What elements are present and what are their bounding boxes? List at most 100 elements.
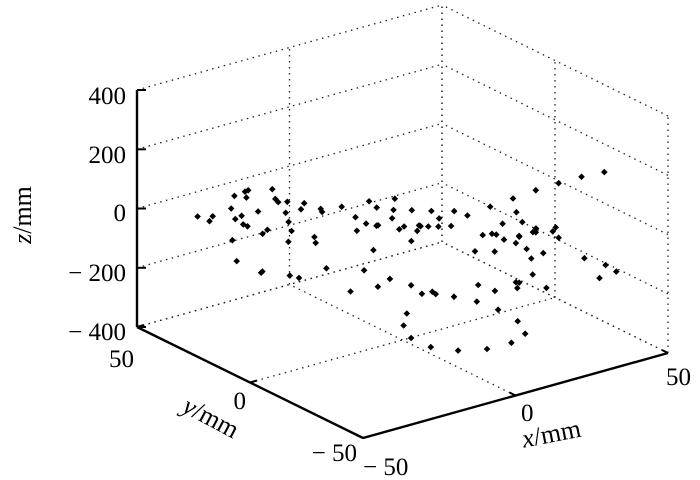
data-point [428, 207, 435, 215]
z-tick-label: − 200 [68, 260, 126, 287]
data-point [532, 229, 540, 236]
data-point [370, 246, 377, 254]
data-point [454, 347, 462, 354]
data-point [386, 275, 394, 283]
data-point [284, 198, 291, 206]
data-point [523, 245, 530, 253]
y-tick-mark [249, 379, 258, 384]
data-point [352, 213, 359, 221]
data-point [500, 236, 508, 243]
grid-line [136, 122, 443, 210]
data-point [602, 261, 609, 269]
data-point [427, 343, 435, 351]
data-point [532, 186, 540, 194]
grid-lines [136, 4, 669, 439]
z-axis-label: z/mm [8, 186, 37, 245]
data-point [519, 218, 526, 226]
data-point [233, 257, 240, 265]
data-point [464, 212, 471, 219]
y-tick-labels: 50 0 − 50 [109, 346, 357, 467]
data-point [435, 223, 442, 230]
data-point [391, 195, 399, 202]
data-point [400, 223, 408, 230]
data-point [447, 222, 455, 230]
grid-line [136, 63, 443, 150]
data-point [432, 290, 439, 298]
data-point [413, 227, 421, 235]
data-point [323, 265, 330, 272]
data-point [231, 192, 238, 200]
data-point [232, 215, 239, 223]
data-point [471, 248, 479, 255]
data-point [374, 283, 382, 290]
data-point [254, 208, 262, 215]
data-point [450, 207, 458, 215]
data-point [418, 290, 426, 298]
data-point [521, 330, 529, 337]
data-point [400, 322, 407, 329]
data-point [300, 199, 308, 207]
data-point [264, 226, 271, 234]
data-point [360, 267, 368, 274]
data-point [450, 293, 458, 301]
data-point [493, 231, 500, 238]
data-point [513, 208, 520, 216]
data-point [206, 217, 213, 225]
x-tick-label: 50 [666, 364, 691, 391]
data-point [353, 227, 361, 235]
data-point [435, 215, 443, 222]
data-point [486, 203, 494, 210]
data-point [297, 206, 305, 213]
data-point [473, 298, 481, 305]
data-point [508, 339, 515, 347]
data-point [408, 237, 415, 245]
data-point [555, 179, 562, 187]
data-point [532, 225, 540, 232]
data-point [362, 220, 370, 227]
data-point [312, 239, 319, 247]
data-points [194, 168, 620, 354]
data-point [373, 222, 380, 229]
data-point [403, 310, 411, 317]
y-tick-label: 50 [109, 346, 134, 373]
x-tick-label: − 50 [363, 454, 408, 480]
data-point [407, 282, 415, 289]
data-point [555, 234, 562, 241]
grid-line [136, 4, 443, 91]
tick-marks [136, 89, 669, 439]
data-point [373, 204, 380, 211]
data-point [295, 274, 303, 282]
data-point [540, 249, 547, 257]
grid-line [249, 296, 556, 384]
data-point [288, 227, 295, 235]
data-point [514, 284, 521, 292]
data-point [596, 274, 603, 282]
data-point [499, 220, 506, 227]
data-point [578, 173, 585, 181]
grid-line [136, 182, 443, 269]
data-point [259, 230, 266, 238]
data-point [227, 205, 235, 212]
data-point [474, 281, 482, 289]
data-point [239, 221, 247, 228]
data-point [282, 209, 289, 217]
data-point [194, 213, 201, 220]
data-point [347, 288, 354, 295]
y-tick-mark [362, 435, 371, 439]
data-point [317, 205, 324, 213]
data-point [257, 269, 265, 276]
data-point [479, 231, 486, 239]
data-point [514, 317, 521, 325]
data-point [388, 215, 396, 222]
data-point [318, 208, 326, 216]
data-point [528, 255, 535, 262]
y-tick-mark [136, 324, 145, 328]
data-point [494, 306, 502, 313]
grid-line [289, 283, 516, 397]
data-point [515, 232, 523, 240]
data-point [483, 345, 491, 353]
data-point [311, 233, 318, 241]
data-point [425, 223, 432, 230]
data-point [552, 224, 559, 231]
